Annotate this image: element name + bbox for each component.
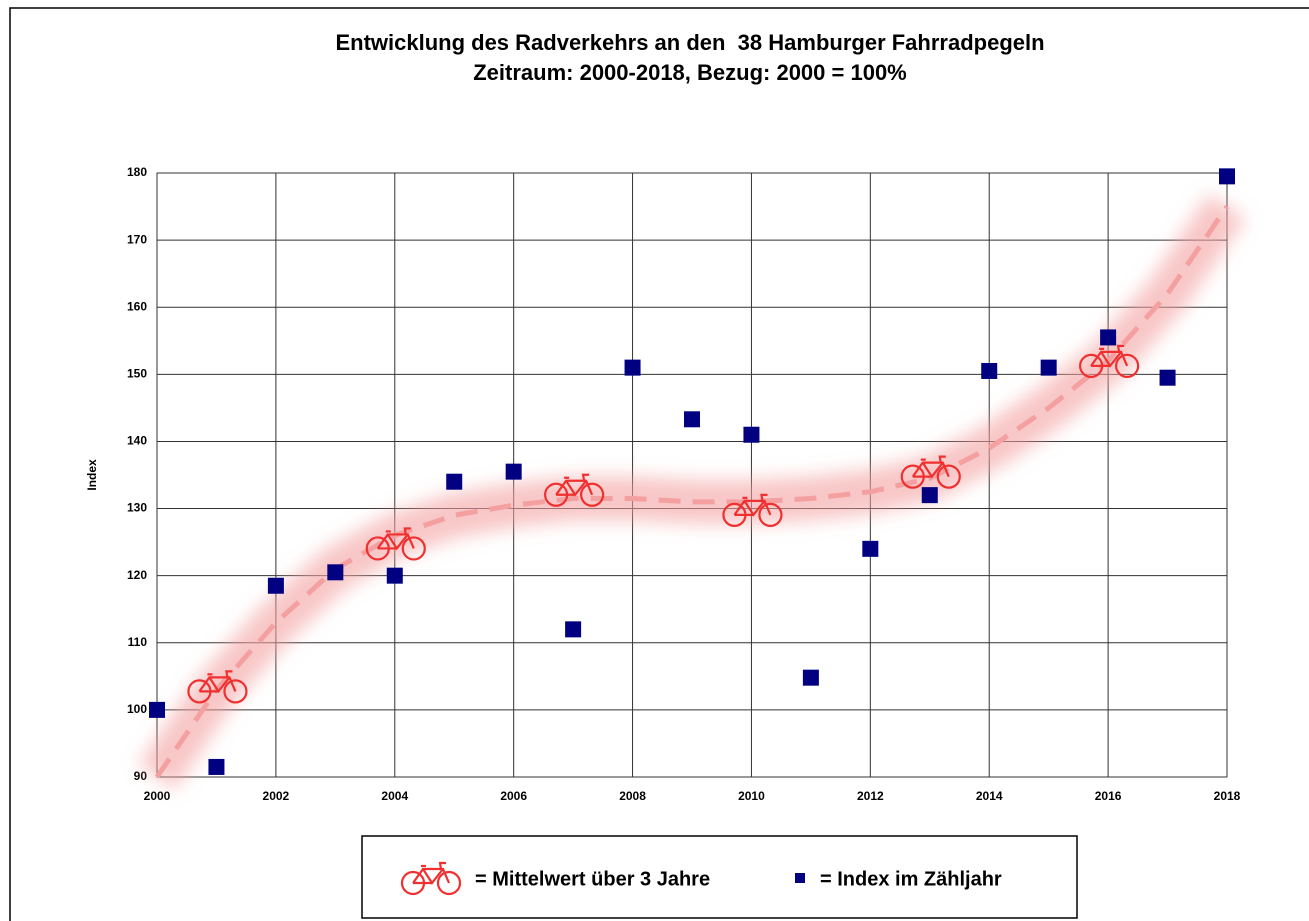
x-tick-label: 2002 [263,789,290,803]
square-marker [208,758,225,775]
chart-title: Entwicklung des Radverkehrs an den 38 Ha… [335,30,1044,55]
square-marker [743,426,760,443]
bike-marker [187,670,248,704]
chart-subtitle: Zeitraum: 2000-2018, Bezug: 2000 = 100% [473,60,907,85]
bike-wheel [758,502,783,527]
legend [361,835,1078,919]
x-tick-label: 2008 [619,789,646,803]
x-tick-label: 2004 [381,789,408,803]
y-tick-label: 120 [127,568,147,582]
bike-marker [722,493,783,527]
bike-wheel [580,482,605,507]
square-marker [267,577,284,594]
square-marker [802,669,819,686]
y-tick-label: 160 [127,299,147,313]
square-marker [386,567,403,584]
bike-marker [365,527,426,561]
square-marker [1100,329,1117,346]
legend-swatch [400,861,462,896]
square-marker [149,701,165,718]
bike-marker [1079,344,1140,379]
square-marker [1159,369,1176,386]
y-tick-label: 110 [128,635,148,649]
square-marker [327,564,344,581]
x-tick-label: 2010 [738,789,765,803]
square-marker [684,411,700,428]
bike-wheel [436,870,462,896]
y-tick-label: 100 [127,702,147,716]
bike-wheel [936,464,961,489]
x-tick-label: 2012 [857,789,884,803]
square-marker [565,621,582,638]
y-tick-label: 150 [127,367,147,381]
square-marker [862,540,879,557]
square-marker [921,487,938,504]
bike-marker [900,455,961,489]
bike-wheel [1115,353,1140,379]
frame [9,7,1309,921]
bike-frame [198,670,237,694]
bike-frame [733,493,772,517]
y-tick-label: 90 [134,769,148,783]
bike-frame [1090,344,1129,368]
bike-wheel [223,679,248,704]
bike-wheel [401,536,426,561]
y-axis-label: Index [85,459,99,491]
square-marker [1219,168,1235,185]
bike-marker [544,473,605,507]
square-marker [446,473,463,490]
y-tick-label: 130 [127,501,147,515]
square-marker [505,463,522,480]
x-tick-label: 2014 [976,789,1003,803]
y-tick-label: 180 [127,165,147,179]
legend-swatch [795,873,805,883]
plot-area [156,172,1228,778]
x-tick-label: 2000 [144,789,171,803]
y-tick-label: 170 [127,232,147,246]
square-marker [624,359,641,376]
legend-label: = Index im Zähljahr [820,868,1002,890]
square-marker [1040,359,1057,376]
y-tick-label: 140 [127,434,147,448]
bike-frame [376,527,415,551]
bike-frame [555,473,594,497]
square-marker [981,362,998,379]
bike-frame [911,455,950,479]
legend-label: = Mittelwert über 3 Jahre [475,868,710,890]
x-tick-label: 2018 [1214,789,1241,803]
x-tick-label: 2016 [1095,789,1122,803]
bike-frame [412,861,451,885]
x-tick-label: 2006 [500,789,527,803]
